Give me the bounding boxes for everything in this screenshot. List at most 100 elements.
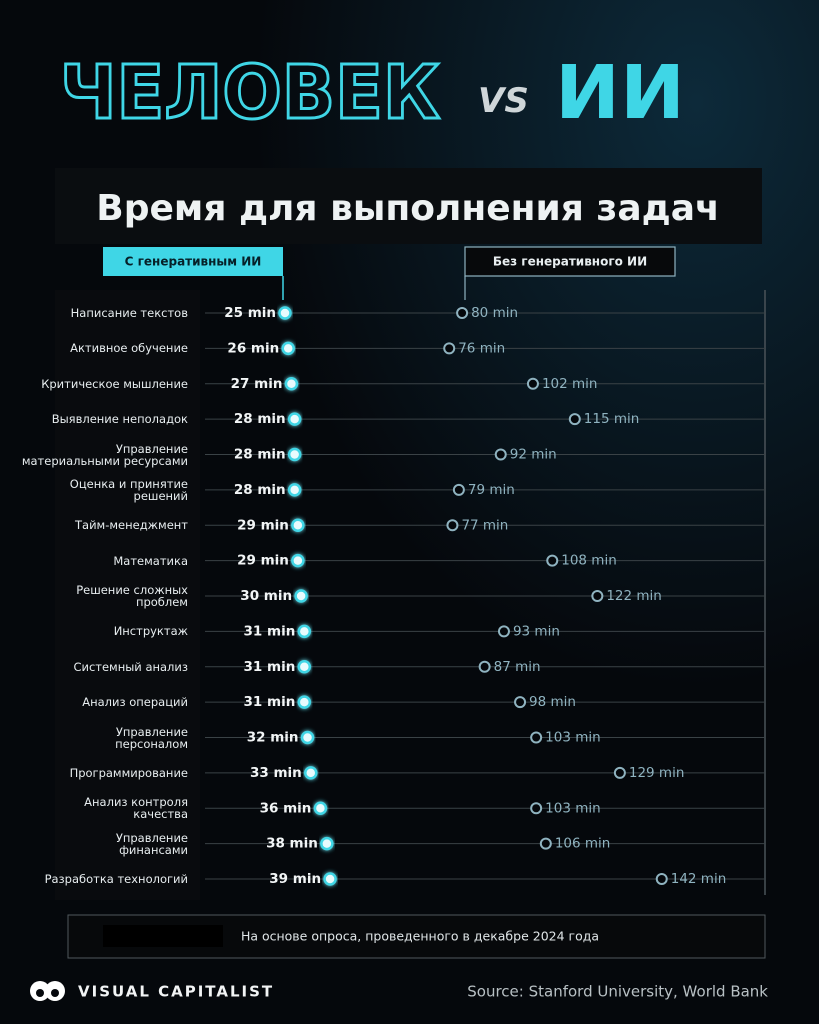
value-label: 27 min [231,376,283,392]
category-label: Управление финансами [115,830,188,857]
value-label: 39 min [269,871,321,887]
value-label: 30 min [240,588,292,604]
title-left: ЧЕЛОВЕК [60,50,440,136]
value-label: 93 min [513,623,560,639]
value-label: 92 min [510,447,557,463]
category-label: Решение сложных проблем [76,583,188,609]
category-label: Выявление неполадок [51,412,188,427]
subtitle: Время для выполнения задач [96,188,719,229]
dot-with-ai [278,306,292,320]
category-label: Инструктаж [113,624,188,639]
dot-with-ai [297,695,312,709]
note-redaction [103,925,223,947]
dot-with-ai [320,836,334,851]
dot-without-ai [526,377,539,390]
dot-without-ai [443,342,456,355]
dot-with-ai [291,518,305,532]
value-label: 115 min [584,411,640,427]
dot-without-ai [530,802,543,815]
value-label: 31 min [244,694,296,710]
legend-box [103,247,283,276]
dot-with-ai [297,624,312,639]
value-label: 26 min [227,340,279,356]
category-label: Разработка технологий [44,872,188,886]
category-label: Анализ контроля качества [84,795,188,822]
value-label: 87 min [494,659,541,675]
dot-with-ai [300,730,315,745]
category-label: Управление материальными ресурсами [21,441,188,468]
value-label: 32 min [247,730,299,746]
category-label: Активное обучение [70,341,188,356]
dot-with-ai [304,766,318,780]
dot-with-ai [287,483,302,497]
value-label: 103 min [545,730,601,746]
legend-box [464,246,676,277]
value-label: 129 min [629,765,685,781]
dot-with-ai [281,341,295,356]
dot-without-ai [446,519,459,532]
dot-without-ai [494,448,507,461]
value-label: 108 min [561,553,617,569]
dot-without-ai [530,731,543,744]
dot-without-ai [546,554,559,567]
value-label: 80 min [471,305,518,321]
dot-with-ai [287,447,302,462]
dot-with-ai [313,801,328,815]
dot-without-ai [613,766,626,779]
dot-without-ai [539,837,552,850]
value-label: 77 min [461,517,508,533]
title-vs: VS [478,81,529,121]
value-label: 29 min [237,553,289,569]
dot-without-ai [452,483,465,496]
value-label: 28 min [234,482,286,498]
dot-with-ai [284,377,299,391]
dot-with-ai [294,589,308,603]
value-label: 38 min [266,836,318,852]
category-label: Математика [113,553,188,568]
category-label: Оценка и принятие решений [69,476,188,503]
dot-with-ai [323,872,337,886]
category-label: Программирование [69,765,188,780]
category-label: Тайм-менеджмент [75,518,188,533]
value-label: 33 min [250,765,302,781]
value-label: 122 min [606,588,662,604]
legend-label: С генеративным ИИ [125,255,262,269]
value-label: 25 min [224,305,276,321]
value-label: 31 min [244,623,296,639]
value-label: 31 min [244,659,296,675]
value-label: 28 min [234,447,286,463]
dot-without-ai [514,696,527,709]
note: На основе опроса, проведенного в декабре… [241,929,599,944]
brand: VISUAL CAPITALIST [78,983,274,1001]
value-label: 36 min [260,800,312,816]
title-right: ИИ [555,50,685,136]
value-label: 98 min [529,694,576,710]
value-label: 79 min [468,482,515,498]
category-label: Управление персоналом [115,724,188,751]
source: Source: Stanford University, World Bank [467,983,768,1001]
value-label: 106 min [555,836,611,852]
label-band [55,290,200,900]
value-label: 142 min [671,871,727,887]
category-label: Анализ операций [82,695,188,710]
value-label: 28 min [234,411,286,427]
note-box [67,914,766,959]
dot-without-ai [497,625,510,638]
value-label: 29 min [237,517,289,533]
dot-with-ai [297,660,312,674]
dot-without-ai [591,590,604,602]
value-label: 102 min [542,376,598,392]
category-label: Написание текстов [70,306,188,320]
category-label: Системный анализ [73,659,188,674]
dot-with-ai [287,412,302,426]
dot-without-ai [655,873,668,885]
subtitle-box [55,168,762,244]
value-label: 76 min [458,340,505,356]
legend-label: Без генеративного ИИ [493,255,647,269]
brand-logo [30,981,65,1001]
dot-without-ai [456,307,469,319]
dot-with-ai [291,553,305,568]
value-label: 103 min [545,800,601,816]
